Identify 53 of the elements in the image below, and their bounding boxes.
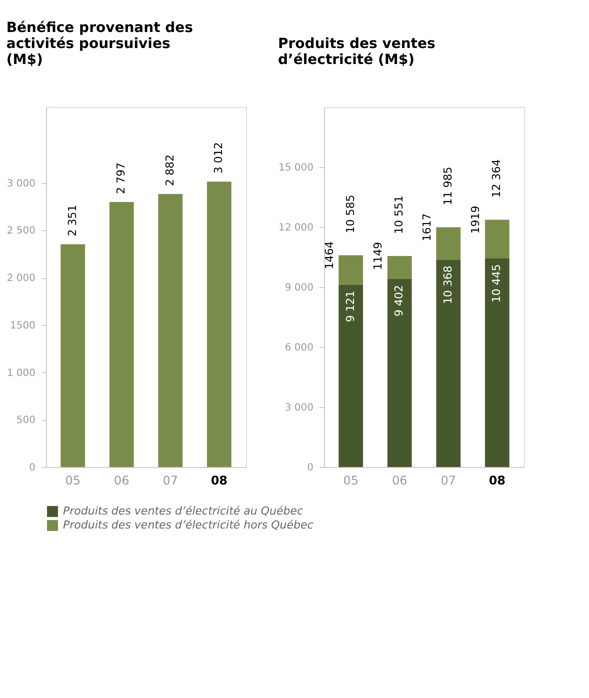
y-tick-label: 12 000 xyxy=(278,222,314,234)
x-tick-label: 08 xyxy=(210,474,228,488)
bar xyxy=(387,256,412,279)
data-label: 1919 xyxy=(469,206,482,234)
data-label: 1617 xyxy=(420,213,434,242)
data-label: 1149 xyxy=(372,242,385,270)
bar xyxy=(109,202,134,467)
data-label: 10 368 xyxy=(441,266,454,304)
chart-title: Produits des ventes d’électricité (M$) xyxy=(278,36,436,68)
total-label: 11 985 xyxy=(441,166,454,206)
legend-label: Produits des ventes d’électricité hors Québec xyxy=(63,518,314,532)
x-tick-label: 06 xyxy=(392,474,408,488)
y-tick-label: 3 000 xyxy=(284,402,314,414)
bar xyxy=(60,244,86,467)
data-label: 2 351 xyxy=(66,204,79,236)
y-tick-label: 0 xyxy=(307,462,314,474)
total-label: 10 585 xyxy=(344,194,357,234)
bar xyxy=(338,284,364,467)
y-tick-label: 6 000 xyxy=(284,342,314,354)
total-label: 10 551 xyxy=(392,195,406,234)
bar xyxy=(158,194,183,467)
total-label: 12 364 xyxy=(490,159,504,198)
bar xyxy=(436,260,461,467)
data-label: 9 402 xyxy=(392,284,406,316)
chart-title: Bénéfice provenant des activités poursuivies (M$) xyxy=(6,20,194,68)
y-tick-label: 2 500 xyxy=(6,226,36,237)
bar xyxy=(387,278,412,467)
x-tick-label: 07 xyxy=(162,474,178,488)
legend-label: Produits des ventes d’électricité au Québec xyxy=(63,504,304,518)
x-tick-label: 05 xyxy=(343,474,358,488)
x-tick-label: 08 xyxy=(488,474,506,488)
y-tick-label: 1 000 xyxy=(6,368,36,379)
bar xyxy=(206,182,232,467)
x-tick-label: 05 xyxy=(65,474,80,488)
y-tick-label: 9 000 xyxy=(284,282,314,294)
bar xyxy=(484,258,510,467)
y-tick-label: 15 000 xyxy=(278,162,314,174)
x-tick-label: 07 xyxy=(440,474,456,488)
bar xyxy=(484,220,510,258)
data-label: 3 012 xyxy=(212,142,226,174)
x-tick-label: 06 xyxy=(114,474,130,488)
y-tick-label: 3 000 xyxy=(6,178,36,190)
data-label: 2 882 xyxy=(163,154,176,186)
data-label: 1464 xyxy=(322,241,336,270)
data-label: 10 445 xyxy=(490,264,504,303)
y-tick-label: 2 000 xyxy=(6,273,36,284)
y-tick-label: 500 xyxy=(16,415,36,426)
bar xyxy=(338,255,364,285)
bar xyxy=(436,227,461,260)
data-label: 9 121 xyxy=(344,290,357,322)
y-tick-label: 1500 xyxy=(10,320,36,332)
y-tick-label: 0 xyxy=(29,462,36,474)
data-label: 2 797 xyxy=(114,162,128,194)
